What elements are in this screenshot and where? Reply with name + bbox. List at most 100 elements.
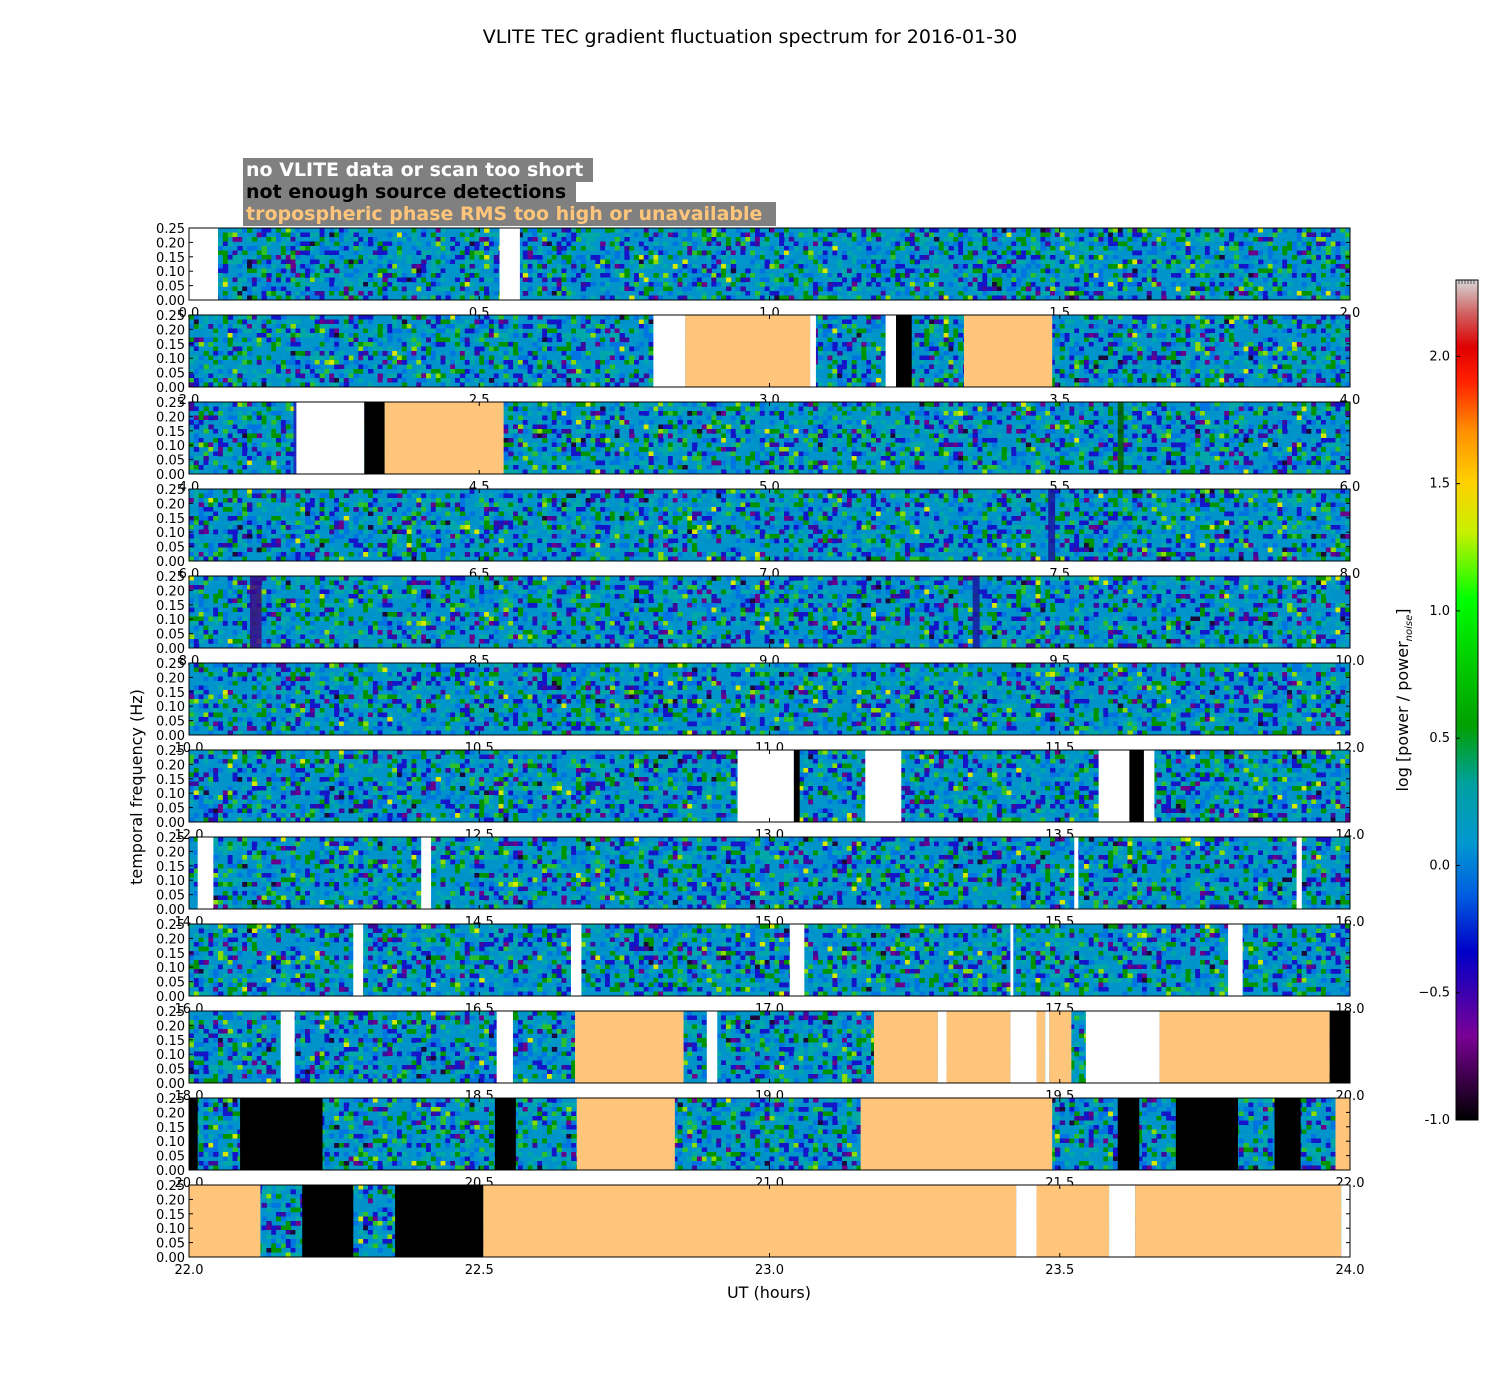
heatmap-cell	[373, 273, 378, 278]
heatmap-cell	[373, 255, 378, 260]
heatmap-cell	[281, 278, 286, 283]
heatmap-cell	[407, 269, 412, 274]
heatmap-cell	[320, 260, 325, 265]
heatmap-cell	[242, 228, 247, 233]
heatmap-cell	[242, 255, 247, 260]
heatmap-cell	[281, 269, 286, 274]
heatmap-cell	[237, 269, 242, 274]
heatmap-cell	[532, 233, 537, 238]
heatmap-cell	[233, 282, 238, 287]
heatmap-cell	[271, 269, 276, 274]
heatmap-cell	[436, 255, 441, 260]
heatmap-cell	[494, 291, 499, 296]
heatmap-cell	[426, 251, 431, 256]
heatmap-cell	[387, 269, 392, 274]
heatmap-cell	[392, 269, 397, 274]
heatmap-cell	[421, 273, 426, 278]
heatmap-cell	[257, 287, 262, 292]
heatmap-cell	[242, 278, 247, 283]
heatmap-cell	[344, 273, 349, 278]
heatmap-cell	[349, 287, 354, 292]
heatmap-cell	[233, 287, 238, 292]
heatmap-cell	[484, 260, 489, 265]
heatmap-cell	[320, 233, 325, 238]
heatmap-cell	[349, 269, 354, 274]
heatmap-cell	[416, 273, 421, 278]
heatmap-cell	[329, 264, 334, 269]
heatmap-cell	[223, 278, 228, 283]
heatmap-cell	[310, 237, 315, 242]
heatmap-cell	[339, 264, 344, 269]
heatmap-cell	[421, 233, 426, 238]
heatmap-cell	[416, 251, 421, 256]
heatmap-cell	[262, 251, 267, 256]
heatmap-cell	[537, 251, 542, 256]
heatmap-cell	[252, 287, 257, 292]
heatmap-cell	[407, 278, 412, 283]
heatmap-cell	[252, 282, 257, 287]
heatmap-cell	[344, 242, 349, 247]
heatmap-cell	[334, 242, 339, 247]
heatmap-cell	[295, 273, 300, 278]
heatmap-cell	[421, 242, 426, 247]
heatmap-cell	[276, 273, 281, 278]
heatmap-cell	[460, 278, 465, 283]
heatmap-cell	[523, 282, 528, 287]
heatmap-cell	[465, 287, 470, 292]
heatmap-cell	[368, 269, 373, 274]
heatmap-cell	[281, 260, 286, 265]
heatmap-cell	[305, 273, 310, 278]
heatmap-cell	[320, 273, 325, 278]
heatmap-cell	[523, 291, 528, 296]
heatmap-cell	[363, 278, 368, 283]
heatmap-cell	[233, 278, 238, 283]
heatmap-cell	[523, 242, 528, 247]
heatmap-cell	[441, 278, 446, 283]
heatmap-cell	[363, 260, 368, 265]
heatmap-cell	[426, 242, 431, 247]
heatmap-cell	[353, 287, 358, 292]
heatmap-cell	[363, 237, 368, 242]
heatmap-cell	[373, 282, 378, 287]
heatmap-cell	[470, 255, 475, 260]
heatmap-cell	[494, 278, 499, 283]
heatmap-cell	[353, 233, 358, 238]
heatmap-cell	[431, 278, 436, 283]
heatmap-cell	[445, 278, 450, 283]
heatmap-cell	[450, 246, 455, 251]
heatmap-cell	[484, 255, 489, 260]
heatmap-cell	[397, 273, 402, 278]
heatmap-cell	[416, 264, 421, 269]
heatmap-cell	[431, 273, 436, 278]
heatmap-cell	[474, 282, 479, 287]
heatmap-cell	[523, 228, 528, 233]
heatmap-cell	[368, 287, 373, 292]
heatmap-cell	[286, 273, 291, 278]
heatmap-cell	[310, 233, 315, 238]
heatmap-cell	[474, 260, 479, 265]
heatmap-cell	[387, 242, 392, 247]
heatmap-cell	[353, 242, 358, 247]
heatmap-cell	[286, 278, 291, 283]
heatmap-cell	[470, 233, 475, 238]
heatmap-cell	[450, 269, 455, 274]
heatmap-cell	[528, 287, 533, 292]
heatmap-cell	[431, 269, 436, 274]
heatmap-cell	[266, 273, 271, 278]
heatmap-cell	[358, 251, 363, 256]
heatmap-cell	[305, 237, 310, 242]
heatmap-cell	[339, 233, 344, 238]
heatmap-cell	[445, 255, 450, 260]
heatmap-cell	[329, 287, 334, 292]
heatmap-cell	[426, 282, 431, 287]
heatmap-cell	[257, 282, 262, 287]
heatmap-cell	[358, 287, 363, 292]
heatmap-cell	[295, 260, 300, 265]
heatmap-cell	[228, 278, 233, 283]
heatmap-cell	[262, 278, 267, 283]
heatmap-cell	[334, 255, 339, 260]
heatmap-cell	[378, 264, 383, 269]
heatmap-cell	[455, 264, 460, 269]
heatmap-cell	[436, 260, 441, 265]
heatmap-cell	[450, 242, 455, 247]
